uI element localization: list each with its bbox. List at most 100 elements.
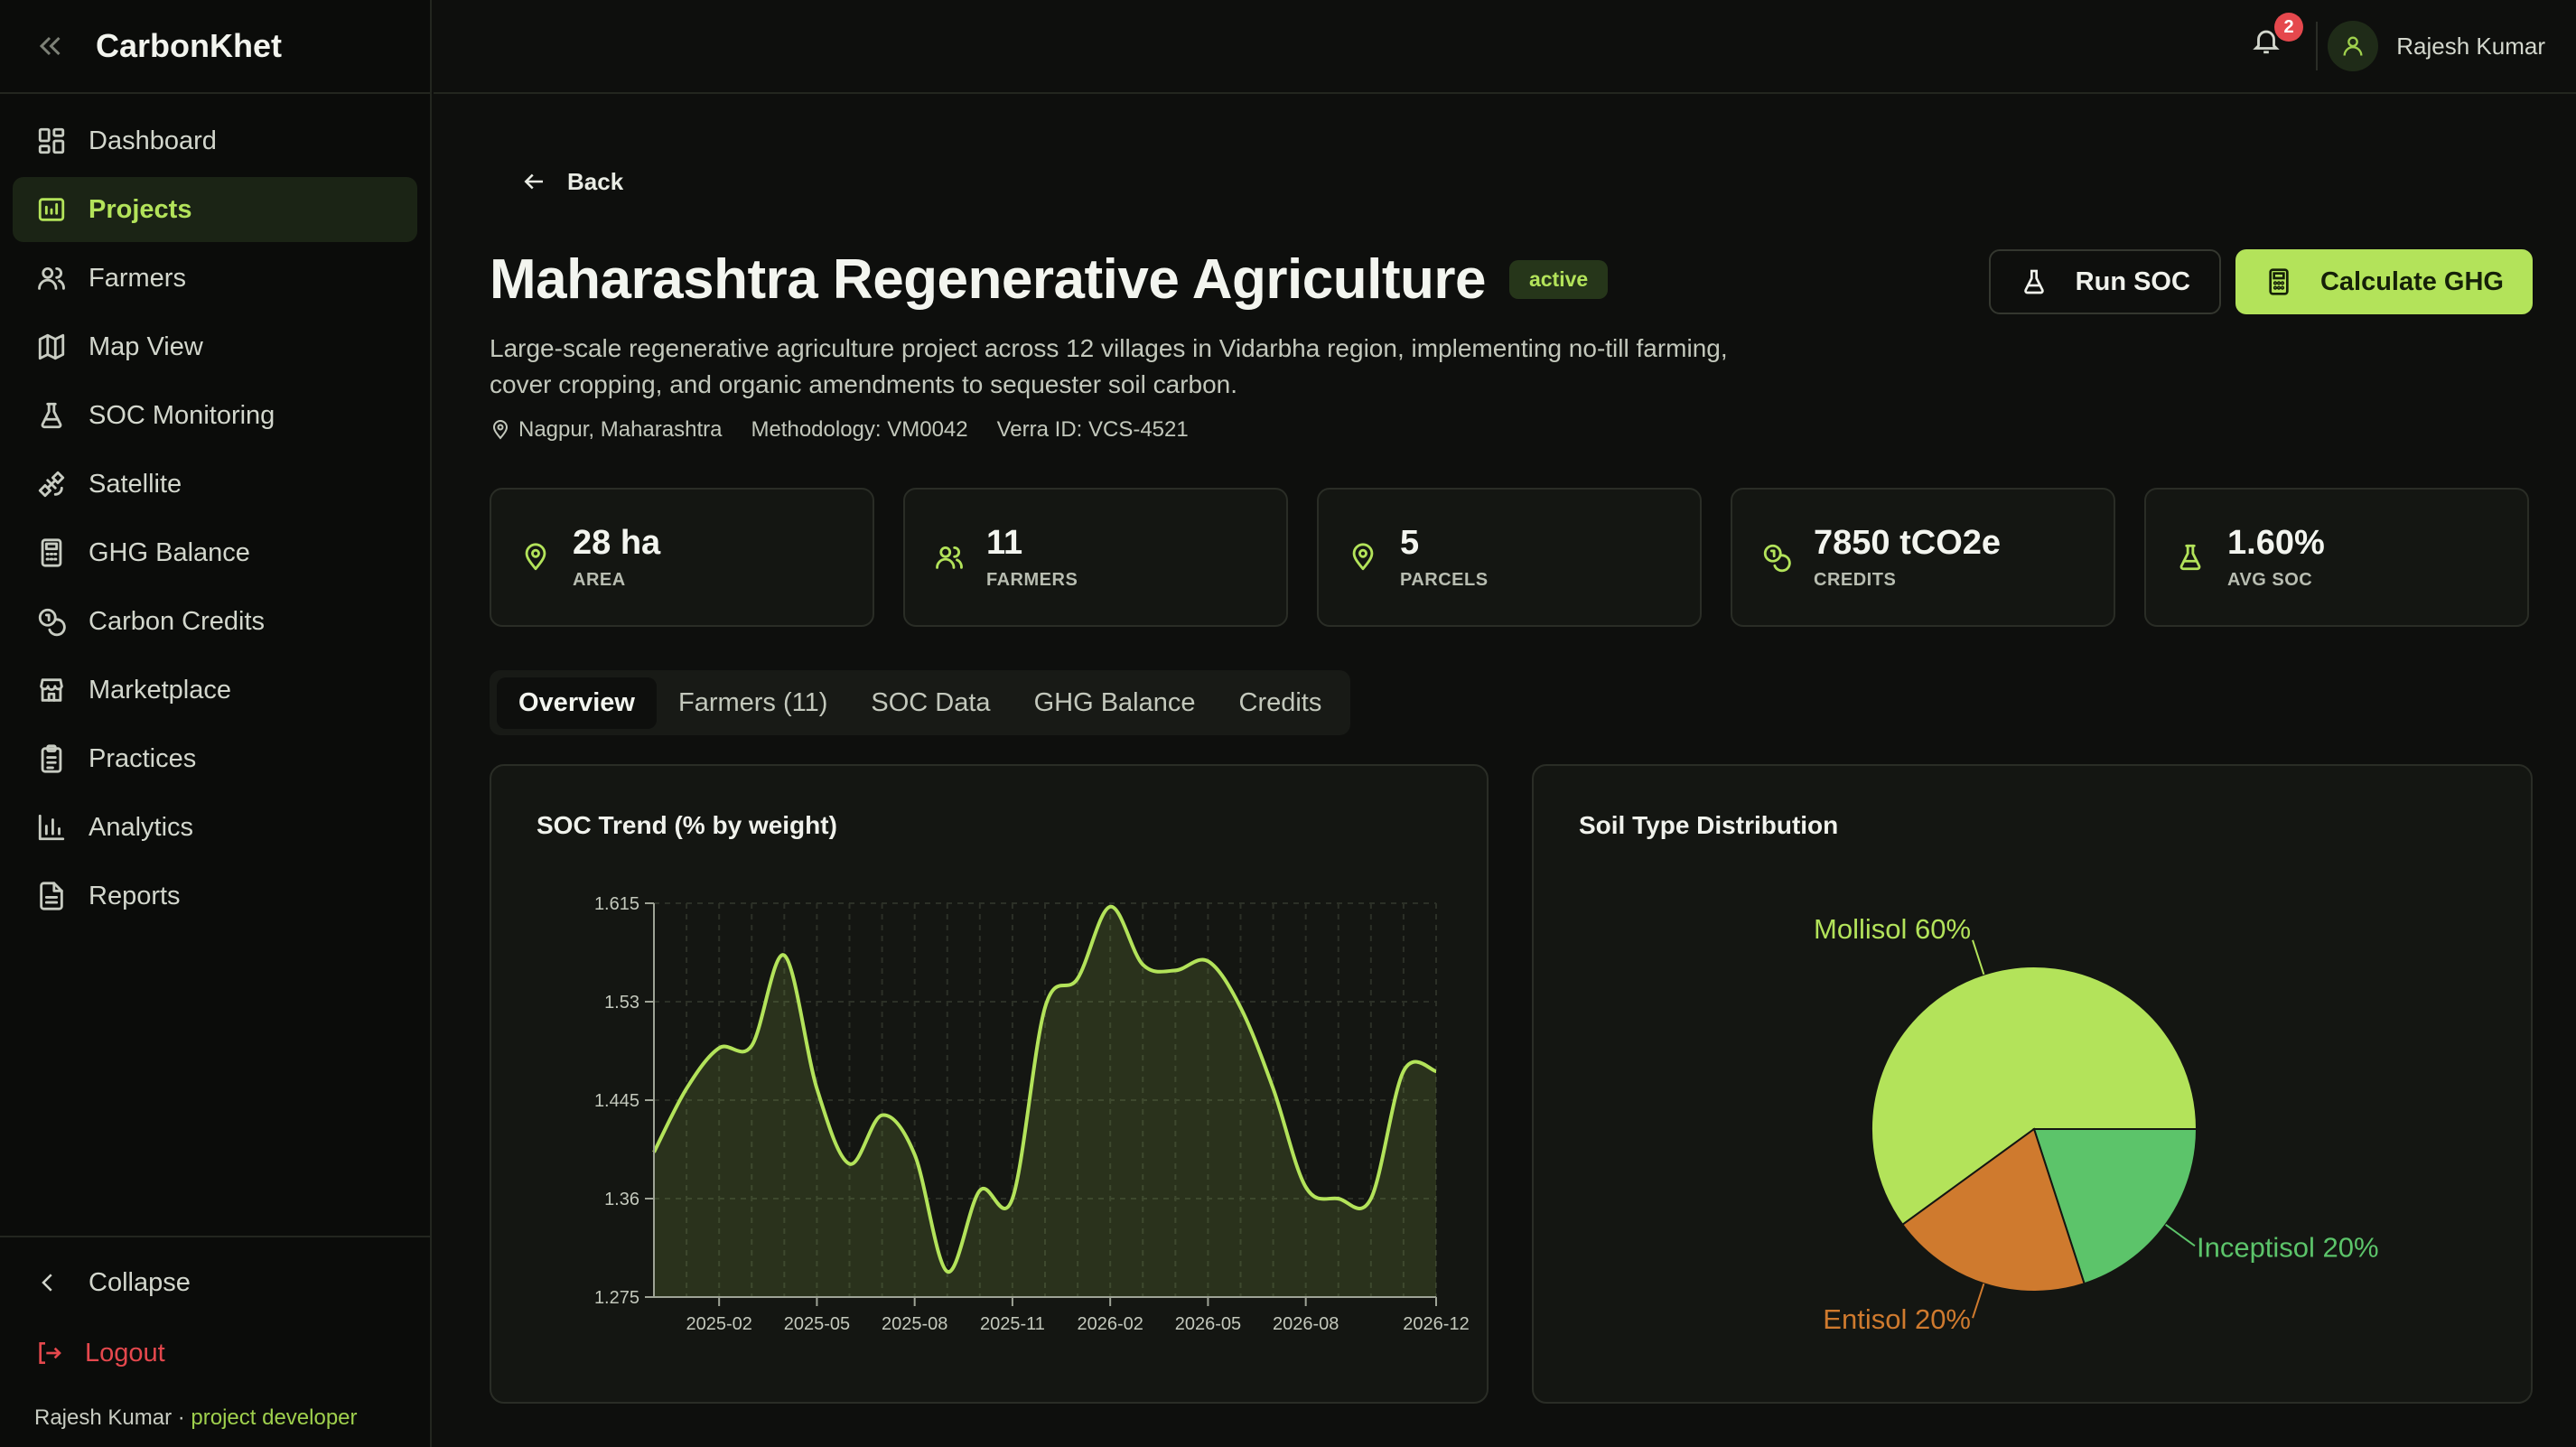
soc-trend-title: SOC Trend (% by weight)	[537, 811, 837, 839]
sidebar-item-label: Satellite	[89, 469, 182, 499]
tab-credits[interactable]: Credits	[1238, 687, 1322, 717]
project-verra-id: Verra ID: VCS-4521	[996, 417, 1189, 442]
stat-value: 28 ha	[573, 524, 661, 562]
x-tick-label: 2025-08	[882, 1314, 947, 1334]
run-soc-label: Run SOC	[2075, 266, 2190, 296]
calculate-ghg-label: Calculate GHG	[2319, 266, 2504, 296]
sidebar-item-map-view[interactable]: Map View	[13, 314, 417, 379]
notifications-button[interactable]: 2	[2251, 13, 2303, 63]
x-tick-label: 2025-11	[980, 1314, 1045, 1334]
page-title: Maharashtra Regenerative Agriculture	[490, 248, 1486, 311]
tab-soc-data[interactable]: SOC Data	[871, 687, 991, 717]
user-menu[interactable]: Rajesh Kumar	[2328, 20, 2545, 72]
back-label: Back	[567, 167, 624, 195]
tab-farmers-11[interactable]: Farmers (11)	[677, 687, 828, 717]
pie-slice-label: Entisol 20%	[1823, 1303, 1971, 1335]
sidebar-item-projects[interactable]: Projects	[13, 177, 417, 242]
projects-icon	[38, 198, 65, 221]
map-pin-icon	[492, 420, 509, 440]
pie-slice	[1900, 1127, 2086, 1293]
title-row: Maharashtra Regenerative Agriculture act…	[490, 247, 1609, 312]
soc-series-line	[652, 904, 1437, 1274]
stat-card-area: 28 ha AREA	[490, 488, 874, 627]
stat-card-avg-soc: 1.60% AVG SOC	[2144, 488, 2529, 627]
sidebar-user-role: project developer	[191, 1405, 358, 1430]
project-meta: Nagpur, Maharashtra Methodology: VM0042 …	[490, 417, 1218, 443]
x-tick-label: 2026-05	[1175, 1314, 1241, 1334]
soc-trend-chart: 1.275 1.36 1.445 1.53 1.615 2025-02 2025-05 202…	[594, 894, 1470, 1334]
stat-card-parcels: 5 PARCELS	[1317, 488, 1702, 627]
notification-badge: 2	[2274, 13, 2303, 42]
soc-area-fill	[654, 906, 1436, 1297]
bar-chart-icon	[38, 814, 65, 841]
soil-distribution-card: Soil Type Distribution Mollisol 60% Incep…	[1532, 764, 2533, 1404]
collapse-logo-icon[interactable]	[36, 30, 69, 62]
topbar: 2 Rajesh Kumar	[434, 0, 2576, 94]
pie-leader-line	[1972, 939, 1985, 976]
sidebar-item-satellite[interactable]: Satellite	[13, 452, 417, 517]
sidebar-footer: Collapse Logout Rajesh Kumar · project d…	[0, 1236, 430, 1447]
sidebar-item-soc-monitoring[interactable]: SOC Monitoring	[13, 383, 417, 448]
tab-ghg-balance[interactable]: GHG Balance	[1033, 687, 1196, 717]
sidebar-item-label: GHG Balance	[89, 537, 250, 567]
pie-slice-label: Mollisol 60%	[1814, 913, 1971, 945]
soil-distribution-title: Soil Type Distribution	[1579, 811, 1839, 839]
stat-card-credits: 7850 tCO2e CREDITS	[1731, 488, 2115, 627]
chevron-left-icon	[42, 1274, 52, 1292]
x-tick-label: 2025-02	[686, 1314, 751, 1334]
x-tick-label: 2026-08	[1273, 1314, 1339, 1334]
bell-icon	[2253, 30, 2280, 54]
satellite-icon	[38, 471, 65, 498]
y-tick-label: 1.445	[594, 1091, 639, 1111]
back-button[interactable]: Back	[511, 159, 632, 204]
run-soc-button[interactable]: Run SOC	[1988, 249, 2221, 314]
sidebar-item-label: Dashboard	[89, 126, 217, 155]
sidebar: CarbonKhet Dashboard Projects Farmers Map V…	[0, 0, 432, 1447]
sidebar-item-label: Projects	[89, 194, 192, 224]
map-pin-icon	[1352, 543, 1374, 571]
y-tick-label: 1.615	[594, 894, 639, 914]
sidebar-item-farmers[interactable]: Farmers	[13, 246, 417, 311]
logout-icon	[39, 1342, 61, 1364]
sidebar-item-marketplace[interactable]: Marketplace	[13, 658, 417, 723]
sidebar-item-label: Farmers	[89, 263, 186, 293]
sidebar-item-analytics[interactable]: Analytics	[13, 795, 417, 860]
brand: CarbonKhet	[0, 0, 430, 94]
sidebar-item-carbon-credits[interactable]: Carbon Credits	[13, 589, 417, 654]
logout-button[interactable]: Logout	[34, 1321, 396, 1386]
header-actions: Run SOC Calculate GHG	[1988, 249, 2533, 314]
stat-card-farmers: 11 FARMERS	[903, 488, 1288, 627]
stat-cards: 28 ha AREA 11 FARMERS 5 PARCELS 7850 tCO2e CRED…	[490, 488, 2529, 627]
sidebar-user-info: Rajesh Kumar · project developer	[34, 1405, 396, 1431]
stat-label: AREA	[573, 570, 626, 590]
x-tick-label: 2025-05	[784, 1314, 850, 1334]
flask-icon	[41, 402, 62, 429]
sidebar-item-practices[interactable]: Practices	[13, 726, 417, 791]
sidebar-item-label: SOC Monitoring	[89, 400, 275, 430]
stat-value: 11	[986, 524, 1023, 562]
sidebar-item-label: Practices	[89, 743, 197, 773]
flask-icon	[2023, 269, 2044, 294]
file-icon	[40, 882, 63, 910]
tab-overview[interactable]: Overview	[497, 677, 657, 729]
store-icon	[40, 678, 63, 702]
sidebar-item-dashboard[interactable]: Dashboard	[13, 108, 417, 173]
avatar	[2328, 21, 2379, 71]
sidebar-item-ghg-balance[interactable]: GHG Balance	[13, 520, 417, 585]
collapse-button[interactable]: Collapse	[34, 1250, 396, 1315]
project-location: Nagpur, Maharashtra	[518, 417, 723, 442]
users-icon	[38, 266, 65, 290]
calculator-icon	[2269, 268, 2289, 295]
calculate-ghg-button[interactable]: Calculate GHG	[2235, 249, 2533, 314]
topbar-divider	[2316, 22, 2318, 70]
arrow-left-icon	[524, 173, 543, 190]
pie-slice	[2032, 1128, 2198, 1285]
map-icon	[38, 333, 65, 360]
coins-icon	[1763, 544, 1791, 573]
pie-leader-line	[1972, 1283, 1985, 1319]
sidebar-item-reports[interactable]: Reports	[13, 864, 417, 929]
map-pin-icon	[525, 543, 546, 571]
coins-icon	[38, 608, 66, 637]
stat-label: AVG SOC	[2227, 570, 2313, 590]
stat-text: 1.60% AVG SOC	[2227, 524, 2325, 591]
